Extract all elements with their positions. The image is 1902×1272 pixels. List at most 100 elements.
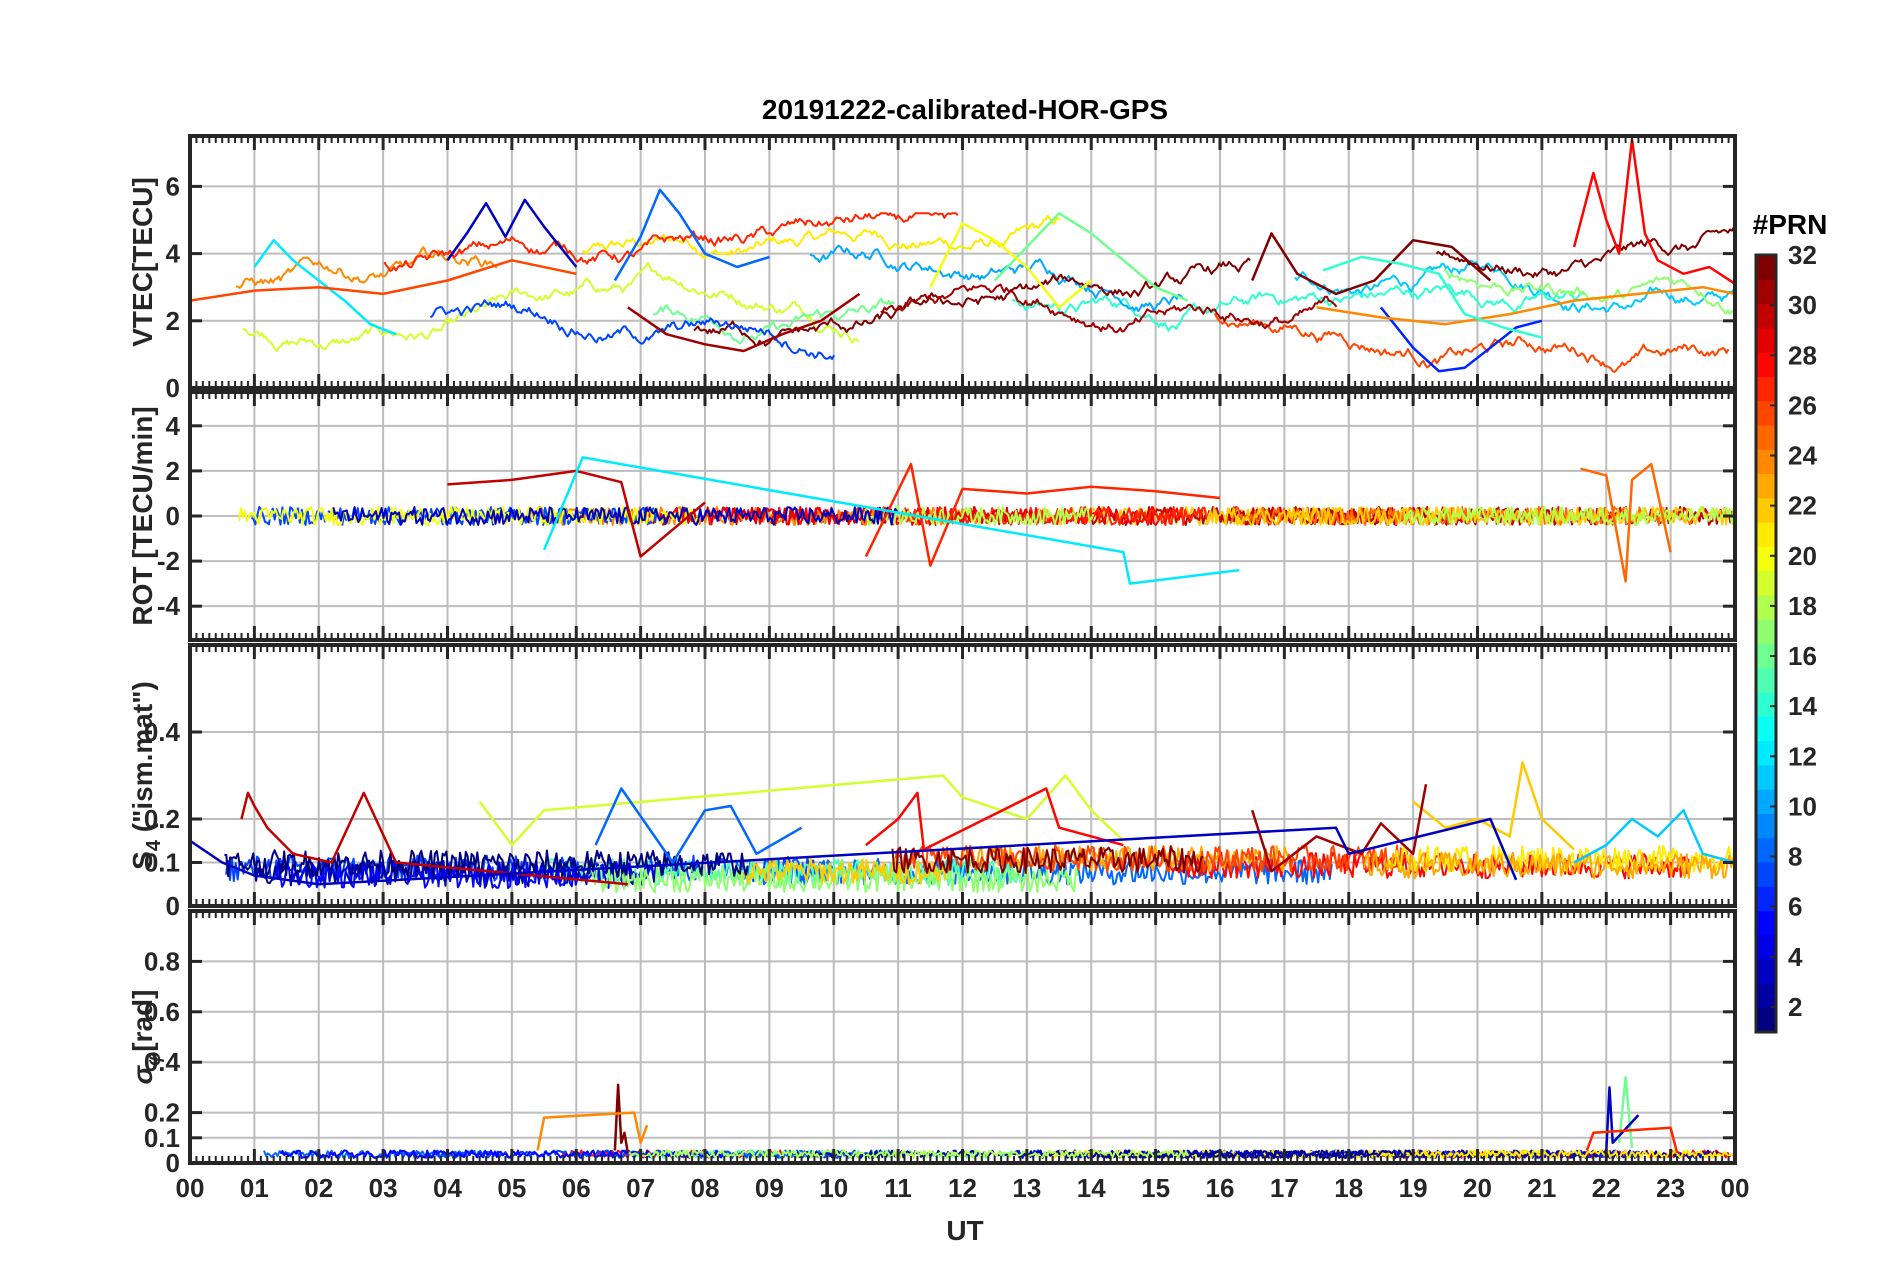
series-line-prn-27	[864, 462, 1221, 567]
panel-vtec: 0 2 4 6 VTEC[TECU]	[127, 134, 1737, 403]
series-line-prn-3	[446, 198, 578, 268]
x-tick-label: 03	[369, 1173, 398, 1203]
x-tick-label: 06	[562, 1173, 591, 1203]
series-line-prn-32	[613, 1083, 630, 1154]
series-line-prn-32	[1251, 232, 1492, 296]
colorbar-tick-label: 26	[1788, 390, 1817, 420]
series-line-prn-30	[447, 469, 706, 558]
colorbar-segment	[1756, 789, 1776, 814]
x-tick-label: 08	[691, 1173, 720, 1203]
series-line-prn-26	[190, 259, 577, 302]
x-tick-label: 09	[755, 1173, 784, 1203]
colorbar-segment	[1756, 522, 1776, 547]
colorbar-tick-label: 10	[1788, 791, 1817, 821]
y-tick-label: 0.1	[144, 1123, 180, 1153]
x-tick-label: 14	[1077, 1173, 1106, 1203]
colorbar-segment	[1756, 570, 1776, 596]
colorbar-segment	[1756, 643, 1776, 669]
series-line-prn-22	[1412, 761, 1575, 851]
noise-trace	[429, 299, 835, 361]
series-line-prn-8	[594, 787, 803, 864]
tick-marks	[188, 911, 1737, 1165]
colorbar-tick-label: 8	[1788, 842, 1802, 872]
colorbar-segment	[1756, 764, 1776, 790]
x-tick-label: 00	[176, 1173, 205, 1203]
colorbar-segment	[1756, 813, 1776, 839]
panel-rot: -4 -2 0 2 4 ROT [TECU/min]	[127, 390, 1737, 642]
series-line-prn-24	[536, 1111, 649, 1151]
noise-trace	[1204, 506, 1735, 526]
y-tick-label: 2	[166, 456, 180, 486]
y-tick-label: 0	[166, 501, 180, 531]
colorbar-segment	[1756, 983, 1776, 1009]
colorbar-segment	[1756, 327, 1776, 353]
y-axis-label: S4 ("ism.mat")	[127, 681, 165, 870]
colorbar-segment	[1756, 910, 1776, 936]
series-line-prn-30	[240, 791, 628, 886]
x-tick-label: 12	[948, 1173, 977, 1203]
colorbar-segment	[1756, 1007, 1776, 1033]
noise-trace	[383, 212, 959, 272]
colorbar-segment	[1756, 667, 1776, 693]
series-line-prn-19	[478, 774, 1125, 847]
y-tick-label: 4	[166, 239, 181, 269]
x-tick-label: 11	[884, 1173, 912, 1203]
x-tick-label: 16	[1206, 1173, 1235, 1203]
colorbar-segment	[1756, 473, 1776, 499]
noise-trace	[1213, 312, 1730, 373]
x-tick-label: 00	[1721, 1173, 1750, 1203]
colorbar-tick-label: 20	[1788, 541, 1817, 571]
noise-trace	[1011, 283, 1585, 332]
x-tick-label: 21	[1527, 1173, 1556, 1203]
colorbar-segment	[1756, 837, 1776, 863]
noise-trace	[809, 244, 1184, 313]
noise-trace	[893, 844, 1412, 873]
colorbar-segment	[1756, 716, 1776, 742]
tick-marks	[188, 645, 1737, 908]
x-tick-label: 17	[1270, 1173, 1299, 1203]
colorbar-tick-label: 24	[1788, 441, 1817, 471]
colorbar-segment	[1756, 400, 1776, 426]
colorbar-segment	[1756, 594, 1776, 620]
colorbar-segment	[1756, 303, 1776, 329]
tick-marks	[188, 392, 1737, 640]
y-tick-label: 0.2	[144, 1098, 180, 1128]
series-group	[190, 761, 1735, 894]
colorbar-segment	[1756, 424, 1776, 450]
grid	[189, 392, 1736, 640]
x-tick-label: 05	[497, 1173, 526, 1203]
series-line-prn-16	[993, 212, 1189, 302]
colorbar-segment	[1756, 934, 1776, 960]
panel-sigma_phi: 00.10.2 0.4 0.6 0.8 00 01 02 03 04 05 06 07 08 09 10 11…	[127, 909, 1750, 1203]
colorbar-segment	[1756, 497, 1776, 523]
noise-trace	[880, 283, 1338, 334]
colorbar-segment	[1756, 740, 1776, 766]
colorbar-segment	[1756, 959, 1776, 984]
y-tick-label: 2	[166, 306, 180, 336]
series-line-prn-20	[929, 222, 1093, 309]
y-axis-label: ROT [TECU/min]	[127, 406, 158, 625]
colorbar-tick-label: 12	[1788, 741, 1817, 771]
colorbar-tick-label: 32	[1788, 240, 1817, 270]
colorbar-tick-label: 18	[1788, 591, 1817, 621]
x-tick-label: 20	[1463, 1173, 1492, 1203]
x-tick-label: 07	[626, 1173, 655, 1203]
y-tick-label: 0.1	[144, 848, 180, 878]
noise-trace	[1367, 1149, 1735, 1159]
y-tick-label: 0.6	[144, 997, 180, 1027]
colorbar-tick-label: 4	[1788, 942, 1803, 972]
series-line-prn-28	[1572, 138, 1735, 285]
noise-trace	[1435, 226, 1735, 279]
colorbar-segment	[1756, 692, 1776, 717]
colorbar-segment	[1756, 886, 1776, 912]
y-tick-label: -4	[157, 591, 181, 621]
colorbar-tick-label: 28	[1788, 340, 1817, 370]
x-tick-label: 22	[1592, 1173, 1621, 1203]
series-line-prn-14	[1322, 255, 1543, 339]
series-line-prn-31	[627, 292, 861, 353]
noise-trace	[891, 846, 1204, 874]
x-tick-label: 19	[1399, 1173, 1428, 1203]
series-line-prn-24	[1316, 285, 1735, 326]
y-tick-label: 0	[166, 891, 180, 921]
